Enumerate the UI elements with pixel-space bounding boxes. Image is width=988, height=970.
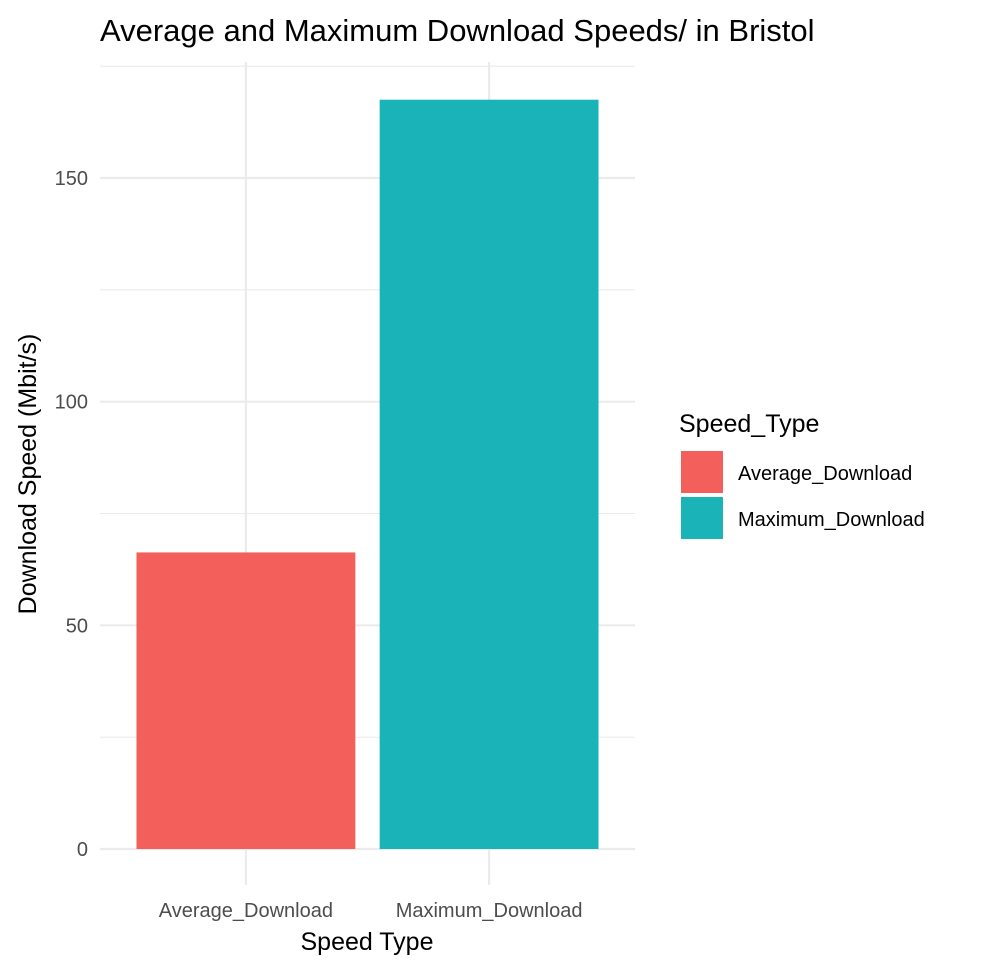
y-tick-label: 150 — [55, 168, 88, 190]
legend: Speed_Type Average_Download Maximum_Downl… — [679, 410, 925, 539]
y-tick-label: 0 — [77, 839, 88, 861]
legend-title: Speed_Type — [679, 410, 819, 438]
y-tick-label: 100 — [55, 392, 88, 414]
legend-label: Average_Download — [738, 463, 912, 485]
bar-average-download — [136, 552, 356, 849]
y-axis-title: Download Speed (Mbit/s) — [14, 334, 42, 615]
legend-key-average-download — [681, 451, 723, 493]
y-tick-label: 50 — [66, 615, 88, 637]
x-axis-ticks: Average_Download Maximum_Download — [159, 900, 583, 922]
chart-title: Average and Maximum Download Speeds/ in … — [100, 13, 815, 48]
x-tick-label: Maximum_Download — [396, 900, 583, 922]
y-axis-ticks: 0 50 100 150 — [55, 168, 88, 861]
legend-key-maximum-download — [681, 497, 723, 539]
legend-label: Maximum_Download — [738, 509, 925, 531]
bar-maximum-download — [379, 99, 599, 849]
bars — [136, 99, 599, 849]
x-axis-title: Speed Type — [301, 928, 434, 956]
x-tick-label: Average_Download — [159, 900, 333, 922]
